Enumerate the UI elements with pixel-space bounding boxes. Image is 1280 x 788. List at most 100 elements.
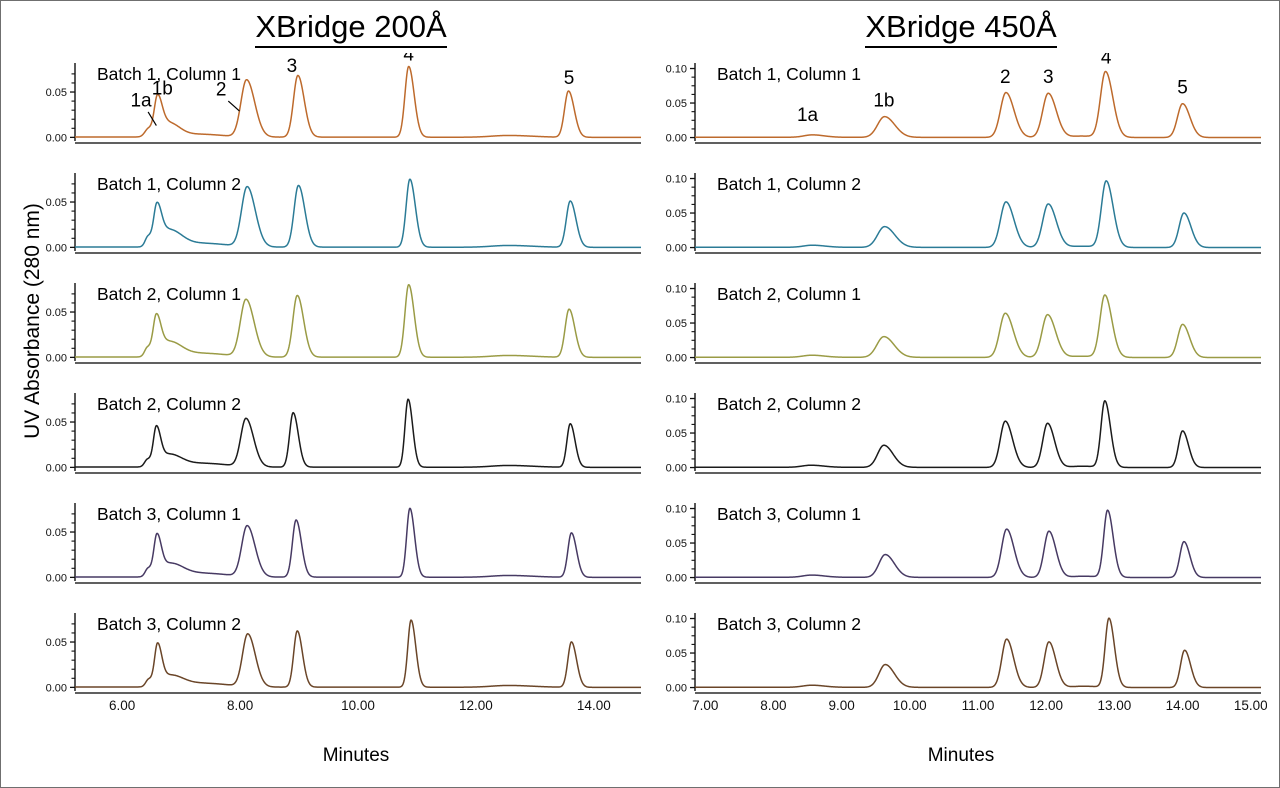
trace-name-label: Batch 3, Column 1	[97, 504, 241, 524]
chromatogram-trace: 0.00 0.05 0.10 Batch 2, Column 2	[666, 393, 1262, 475]
y-tick-label: 0.00	[46, 352, 67, 364]
x-tick-label: 8.00	[760, 698, 786, 713]
x-tick-label: 14.00	[1166, 698, 1200, 713]
chromatogram-trace: 0.00 0.05 0.10 Batch 3, Column 1	[666, 503, 1262, 585]
y-tick-label: 0.00	[666, 573, 687, 585]
trace-name-label: Batch 1, Column 1	[97, 64, 241, 84]
panel-title-left-text: XBridge 200Å	[255, 9, 447, 48]
trace-name-label: Batch 1, Column 2	[717, 174, 861, 194]
signal-path	[694, 294, 1262, 359]
peak-label: 3	[287, 56, 298, 77]
trace-name-label: Batch 3, Column 1	[717, 504, 861, 524]
y-tick-label: 0.00	[666, 353, 687, 365]
y-tick-label: 0.05	[666, 318, 687, 330]
chromatogram-trace: 0.00 0.05 0.10 Batch 3, Column 2 7.00 8.00 9.0…	[666, 613, 1267, 713]
x-tick-label: 10.00	[341, 698, 375, 713]
signal-path	[74, 398, 642, 469]
x-tick-label: 10.00	[893, 698, 927, 713]
chromatogram-trace: 0.00 0.05 Batch 2, Column 1	[46, 283, 642, 364]
panel-title-right-text: XBridge 450Å	[865, 9, 1057, 48]
x-tick-label: 11.00	[962, 698, 995, 713]
peak-leader-line	[147, 111, 157, 126]
y-tick-label: 0.00	[46, 682, 67, 694]
signal-path	[74, 65, 642, 139]
y-tick-label: 0.05	[46, 527, 67, 539]
trace-name-label: Batch 1, Column 1	[717, 64, 861, 84]
y-tick-label: 0.05	[666, 538, 687, 550]
y-tick-label: 0.00	[666, 463, 687, 475]
y-tick-label: 0.00	[666, 243, 687, 255]
peak-label: 3	[1043, 67, 1054, 88]
y-tick-label: 0.10	[666, 284, 687, 296]
panel-title-right: XBridge 450Å	[651, 9, 1271, 48]
chromatogram-trace: 0.00 0.05 Batch 2, Column 2	[46, 393, 642, 474]
x-tick-label: 12.00	[459, 698, 493, 713]
y-tick-label: 0.05	[46, 307, 67, 319]
x-tick-label: 13.00	[1097, 698, 1131, 713]
y-tick-label: 0.10	[666, 504, 687, 516]
x-tick-label: 14.00	[577, 698, 611, 713]
x-axis-label-left: Minutes	[322, 745, 390, 766]
peak-label: 4	[1101, 53, 1112, 69]
x-tick-label: 8.00	[227, 698, 253, 713]
chromatogram-stack-left: 0.00 0.05 Batch 1, Column 1 1a 1b 2 3 4 5 0.00 0.0…	[37, 53, 647, 743]
y-tick-label: 0.00	[666, 683, 687, 695]
peak-label: 2	[1000, 67, 1011, 88]
trace-name-label: Batch 3, Column 2	[717, 614, 861, 634]
trace-name-label: Batch 2, Column 2	[97, 394, 241, 414]
peak-label: 5	[1177, 77, 1188, 98]
panel-title-left: XBridge 200Å	[41, 9, 661, 48]
chromatogram-trace: 0.00 0.05 Batch 3, Column 2 6.00 8.00 10.00 12…	[46, 613, 642, 713]
y-tick-label: 0.10	[666, 394, 687, 406]
peak-label: 5	[564, 68, 575, 89]
signal-path	[74, 619, 642, 689]
x-axis-label-right: Minutes	[927, 745, 995, 766]
chromatogram-trace: 0.00 0.05 0.10 Batch 1, Column 2	[666, 173, 1262, 255]
y-tick-label: 0.10	[666, 614, 687, 626]
chromatogram-trace: 0.00 0.05 Batch 3, Column 1	[46, 503, 642, 584]
x-tick-label: 15.00	[1234, 698, 1267, 713]
trace-name-label: Batch 2, Column 1	[717, 284, 861, 304]
signal-path	[694, 509, 1262, 579]
x-tick-label: 7.00	[692, 698, 718, 713]
y-tick-label: 0.00	[46, 242, 67, 254]
trace-name-label: Batch 2, Column 2	[717, 394, 861, 414]
signal-path	[694, 617, 1262, 689]
chromatogram-trace: 0.00 0.05 0.10 Batch 1, Column 1 1a 1b 2 3 4 5	[666, 53, 1262, 145]
y-tick-label: 0.05	[46, 197, 67, 209]
signal-path	[74, 283, 642, 359]
peak-label: 1b	[152, 79, 173, 100]
y-tick-label: 0.05	[46, 87, 67, 99]
peak-label: 1a	[130, 91, 152, 112]
y-tick-label: 0.05	[666, 98, 687, 110]
trace-name-label: Batch 2, Column 1	[97, 284, 241, 304]
chromatogram-trace: 0.00 0.05 Batch 1, Column 2	[46, 173, 642, 254]
trace-name-label: Batch 1, Column 2	[97, 174, 241, 194]
peak-label: 4	[403, 53, 414, 65]
signal-path	[694, 400, 1262, 469]
y-tick-label: 0.00	[666, 133, 687, 145]
trace-name-label: Batch 3, Column 2	[97, 614, 241, 634]
y-tick-label: 0.05	[666, 428, 687, 440]
x-tick-label: 6.00	[109, 698, 135, 713]
y-tick-label: 0.05	[666, 648, 687, 660]
signal-path	[694, 180, 1262, 249]
y-tick-label: 0.05	[46, 637, 67, 649]
x-tick-label: 12.00	[1029, 698, 1063, 713]
y-tick-label: 0.10	[666, 174, 687, 186]
y-tick-label: 0.00	[46, 132, 67, 144]
y-tick-label: 0.00	[46, 572, 67, 584]
chromatogram-trace: 0.00 0.05 0.10 Batch 2, Column 1	[666, 283, 1262, 365]
y-tick-label: 0.05	[666, 208, 687, 220]
x-tick-label: 9.00	[828, 698, 854, 713]
peak-label: 1b	[873, 90, 894, 111]
peak-leader-line	[227, 100, 240, 112]
signal-path	[74, 507, 642, 579]
y-tick-label: 0.00	[46, 462, 67, 474]
y-tick-label: 0.10	[666, 64, 687, 76]
chromatogram-stack-right: 0.00 0.05 0.10 Batch 1, Column 1 1a 1b 2 3 4 5 0.0…	[657, 53, 1267, 743]
peak-label: 2	[216, 80, 227, 101]
y-tick-label: 0.05	[46, 417, 67, 429]
